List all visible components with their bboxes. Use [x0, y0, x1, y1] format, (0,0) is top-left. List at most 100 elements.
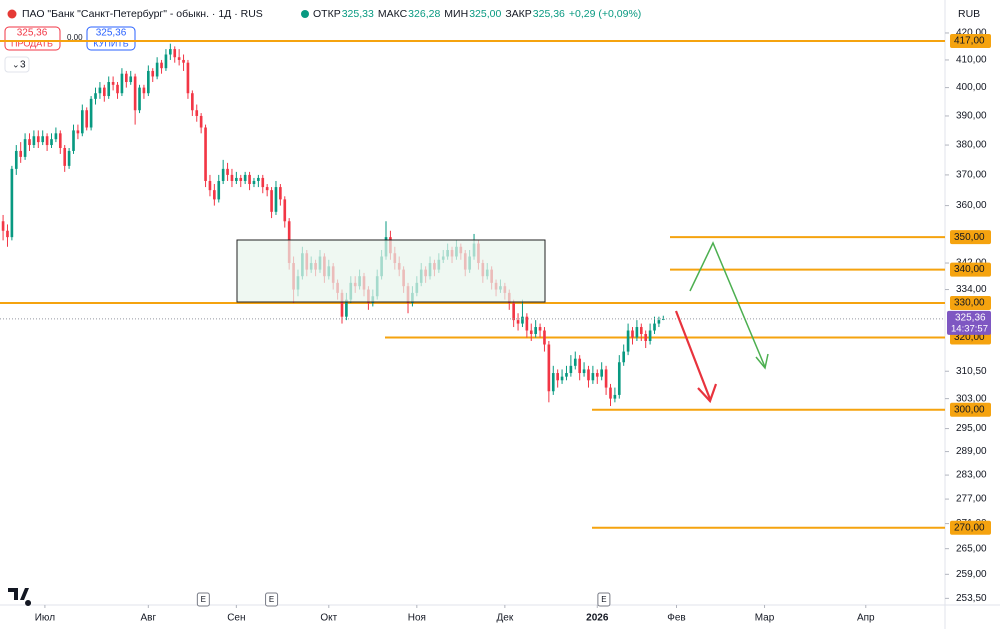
candle-body — [547, 344, 551, 392]
candle-body — [613, 394, 617, 399]
buy-button[interactable] — [86, 26, 136, 51]
ohlc-label: ОТКР — [313, 8, 341, 20]
candle-body — [569, 365, 573, 374]
event-label: E — [601, 595, 606, 604]
candle-body — [58, 133, 62, 148]
indicator-count[interactable]: 3 — [20, 60, 26, 71]
y-tick-label: 390,00 — [956, 111, 987, 122]
candle-body — [133, 76, 137, 111]
level-tag — [950, 296, 991, 311]
level-tag — [950, 33, 991, 48]
x-tick-label: 2026 — [586, 613, 609, 624]
candle-body — [186, 62, 190, 94]
candle-body — [102, 87, 106, 97]
candle-body — [587, 369, 590, 381]
candle-body — [6, 230, 9, 238]
candle-body — [604, 369, 608, 388]
candle-body — [169, 49, 172, 55]
candle-body — [600, 369, 604, 377]
buy-price[interactable]: 325,36 — [96, 28, 127, 39]
candle-body — [551, 373, 555, 392]
level-label: 417,00 — [954, 36, 985, 47]
candle-body — [204, 127, 207, 181]
candle-body — [345, 299, 348, 317]
chevron[interactable]: ⌄ — [12, 59, 20, 69]
candle-body — [142, 87, 146, 94]
candle-body — [626, 330, 630, 352]
candle-body — [578, 358, 581, 374]
level-tag — [950, 262, 991, 277]
sell-price[interactable]: 325,36 — [17, 28, 48, 39]
candle-body — [138, 87, 141, 111]
candle-body — [36, 136, 40, 143]
candle-body — [80, 110, 84, 134]
candle-body — [1, 221, 5, 231]
candle-body — [609, 387, 612, 399]
candle-body — [230, 174, 234, 181]
candle-body — [10, 168, 14, 238]
level-label: 270,00 — [954, 522, 985, 533]
ohlc-value: 325,00 — [469, 8, 501, 20]
candle-body — [164, 54, 168, 69]
candle-body — [248, 174, 251, 185]
y-tick-label: 253,50 — [956, 593, 987, 604]
y-tick-label: 400,00 — [956, 82, 987, 93]
candle-body — [85, 110, 89, 128]
candle-body — [89, 98, 93, 128]
candle-body — [129, 76, 133, 83]
candle-body — [635, 327, 639, 338]
x-tick-label: Дек — [496, 613, 513, 624]
candle-body — [657, 320, 661, 324]
candle-body — [217, 180, 221, 200]
y-tick-label: 334,00 — [956, 284, 987, 295]
x-tick-label: Сен — [227, 613, 245, 624]
buy-label[interactable]: КУПИТЬ — [93, 38, 128, 48]
candle-body — [72, 130, 75, 151]
ohlc-label: МИН — [444, 8, 468, 20]
ohlc-label: ЗАКР — [505, 8, 531, 20]
candle-body — [107, 82, 111, 97]
candle-body — [265, 187, 269, 191]
arrow-zigzag — [689, 241, 766, 368]
candle-body — [213, 190, 216, 200]
ohlc-value: 326,28 — [408, 8, 440, 20]
candle-body — [41, 136, 45, 143]
candle-body — [155, 62, 159, 77]
candle-body — [191, 93, 194, 111]
candle-body — [261, 177, 265, 188]
candle-body — [120, 73, 124, 94]
candle-body — [50, 139, 53, 146]
current-time: 14:37:57 — [951, 323, 988, 334]
level-tag — [950, 230, 991, 245]
sell-button[interactable] — [4, 26, 61, 51]
level-label: 340,00 — [954, 264, 985, 275]
candle-body — [639, 327, 643, 334]
ohlc-value: 325,36 — [533, 8, 565, 20]
x-tick-label: Апр — [857, 613, 875, 624]
candle-body — [63, 147, 67, 166]
arrow-head — [755, 353, 769, 370]
y-tick-label: 420,00 — [956, 28, 987, 39]
candle-body — [534, 327, 537, 334]
event-marker — [265, 592, 279, 607]
indicators-toggle[interactable] — [4, 56, 30, 73]
candle-body — [560, 376, 564, 381]
candle-body — [173, 49, 177, 58]
candle-body — [45, 136, 49, 146]
candle-body — [556, 373, 559, 381]
y-tick-label: 380,00 — [956, 140, 987, 151]
candle-body — [235, 177, 238, 181]
range-box — [236, 239, 546, 303]
candle-body — [538, 327, 542, 331]
event-marker — [196, 592, 210, 607]
candle-body — [195, 110, 199, 116]
candle-body — [67, 150, 71, 166]
sell-label[interactable]: ПРОДАТЬ — [11, 38, 53, 48]
ohlc-label: МАКС — [378, 8, 408, 20]
y-tick-label: 310,50 — [956, 366, 987, 377]
candle-body — [243, 174, 247, 181]
candle-body — [274, 187, 278, 212]
change: +0,29 (+0,09%) — [569, 8, 641, 20]
x-tick-label: Июл — [35, 613, 55, 624]
